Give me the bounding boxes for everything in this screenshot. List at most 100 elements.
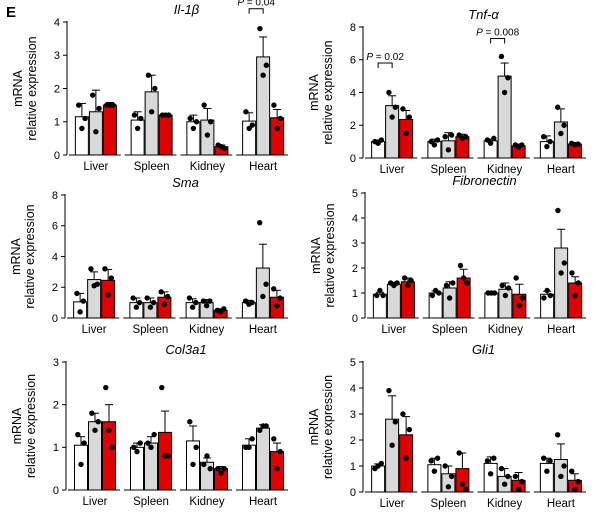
p-value-number: = 0.04 bbox=[244, 0, 275, 9]
data-point bbox=[502, 292, 509, 299]
chart-tnfa: 0 2 4 6 8 Liver Spleen Kidney Heart mRNA relative … bbox=[307, 7, 586, 176]
bar bbox=[399, 434, 414, 493]
data-point bbox=[270, 286, 277, 292]
data-point bbox=[249, 122, 256, 128]
data-point bbox=[487, 471, 494, 477]
data-point bbox=[221, 306, 227, 312]
data-point bbox=[274, 465, 280, 472]
data-point bbox=[75, 102, 82, 108]
data-point bbox=[249, 436, 255, 442]
p-value-label: P = 0.02 bbox=[366, 52, 404, 63]
data-point bbox=[498, 465, 505, 472]
data-point bbox=[392, 104, 399, 110]
data-point bbox=[189, 304, 196, 310]
data-point bbox=[431, 468, 438, 474]
chart-title: Col3a1 bbox=[165, 342, 206, 357]
data-point bbox=[428, 458, 434, 464]
data-point bbox=[200, 298, 207, 304]
data-point bbox=[445, 484, 452, 490]
bar bbox=[256, 427, 270, 491]
y-tick-label: 2 bbox=[350, 120, 356, 132]
data-point bbox=[516, 302, 523, 309]
data-point bbox=[386, 89, 392, 96]
p-value-symbol: P bbox=[237, 0, 244, 9]
data-point bbox=[547, 292, 554, 299]
data-point bbox=[575, 280, 582, 286]
data-point bbox=[501, 481, 508, 487]
y-axis-title: mRNA bbox=[11, 69, 25, 106]
data-point bbox=[193, 119, 200, 125]
data-point bbox=[554, 432, 561, 438]
data-point bbox=[263, 281, 269, 287]
bar bbox=[554, 247, 569, 319]
y-axis-title: mRNA bbox=[9, 237, 23, 274]
data-point bbox=[505, 285, 512, 291]
y-tick-label: 4 bbox=[352, 213, 358, 225]
data-point bbox=[498, 53, 505, 60]
y-tick-label: 1 bbox=[53, 442, 59, 454]
data-point bbox=[459, 481, 466, 487]
data-point bbox=[561, 260, 568, 266]
category-label: Spleen bbox=[134, 161, 170, 173]
data-point bbox=[246, 444, 252, 451]
data-point bbox=[88, 266, 94, 272]
data-point bbox=[134, 448, 140, 455]
y-axis-title: mRNA bbox=[309, 236, 323, 273]
data-point bbox=[443, 282, 450, 289]
data-point bbox=[446, 295, 453, 301]
data-point bbox=[148, 109, 155, 115]
data-point bbox=[204, 132, 211, 138]
y-tick-label: 3 bbox=[53, 357, 59, 369]
category-label: Kidney bbox=[189, 496, 224, 508]
data-point bbox=[260, 72, 266, 78]
y-tick-label: 1 bbox=[54, 117, 60, 129]
category-label: Liver bbox=[380, 498, 405, 510]
data-point bbox=[105, 292, 111, 298]
data-point bbox=[400, 411, 406, 417]
data-point bbox=[263, 423, 269, 429]
category-label: Heart bbox=[249, 324, 278, 336]
bar bbox=[74, 444, 88, 491]
data-point bbox=[144, 295, 150, 301]
bar bbox=[144, 442, 158, 491]
data-point bbox=[431, 142, 438, 148]
data-point bbox=[457, 262, 464, 269]
data-point bbox=[138, 115, 144, 122]
y-tick-label: 5 bbox=[350, 357, 356, 369]
p-value-symbol: P bbox=[366, 52, 373, 63]
category-label: Spleen bbox=[133, 496, 169, 508]
bar bbox=[158, 114, 173, 156]
y-tick-label: 4 bbox=[52, 251, 58, 263]
bar bbox=[101, 279, 116, 319]
data-point bbox=[389, 442, 395, 448]
chart-title: Sma bbox=[172, 175, 199, 190]
bar bbox=[256, 56, 271, 156]
data-point bbox=[109, 444, 115, 451]
category-label: Kidney bbox=[190, 161, 225, 173]
p-value-number: = 0.008 bbox=[483, 27, 520, 38]
category-label: Heart bbox=[547, 164, 576, 176]
data-point bbox=[257, 25, 263, 32]
category-label: Spleen bbox=[430, 498, 466, 510]
y-axis-title: relative expression bbox=[24, 374, 38, 478]
data-point bbox=[92, 427, 98, 433]
data-point bbox=[166, 112, 172, 118]
category-label: Liver bbox=[381, 324, 406, 336]
data-point bbox=[249, 299, 255, 306]
data-point bbox=[401, 275, 408, 281]
bar bbox=[483, 462, 498, 493]
chart-col3a1: 0 1 2 3 Liver Spleen Kidney Heart mRNA relative e… bbox=[10, 342, 288, 508]
data-point bbox=[89, 410, 95, 416]
p-value-label: P = 0.008 bbox=[476, 27, 520, 38]
y-axis-title: relative expression bbox=[23, 204, 37, 308]
data-point bbox=[164, 293, 171, 300]
bar bbox=[157, 296, 172, 319]
data-point bbox=[93, 129, 99, 135]
y-axis-title: relative expression bbox=[321, 375, 335, 479]
y-tick-label: 0 bbox=[54, 150, 60, 162]
data-point bbox=[487, 140, 494, 146]
chart-fibronectin: 0 1 2 3 4 5 Liver Spleen Kidney Heart mRNA relative… bbox=[309, 173, 586, 336]
category-label: Kidney bbox=[487, 498, 522, 510]
data-point bbox=[148, 444, 154, 451]
data-point bbox=[271, 102, 277, 108]
